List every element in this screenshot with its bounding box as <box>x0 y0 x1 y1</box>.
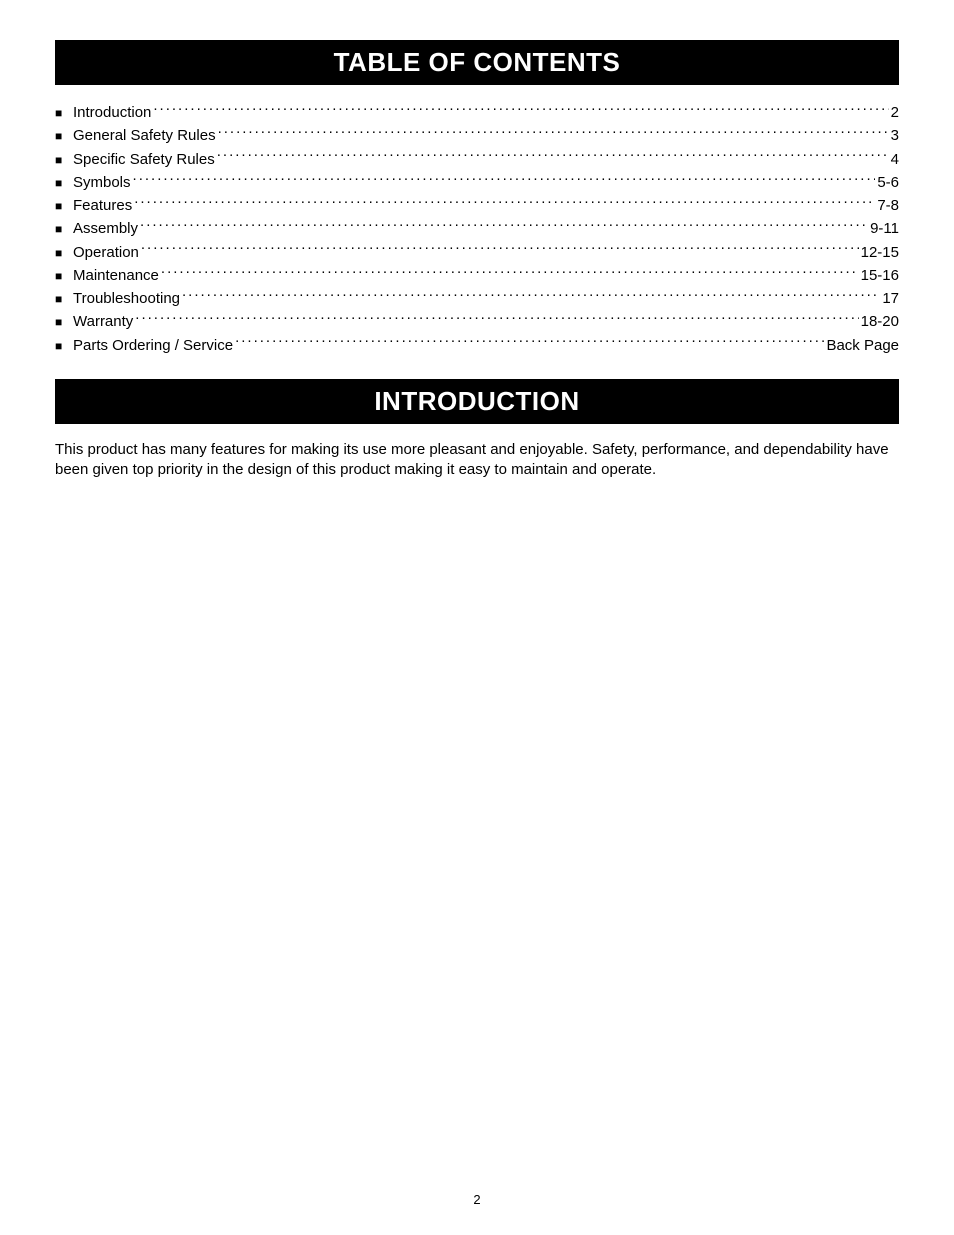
square-bullet-icon: ■ <box>55 267 73 286</box>
toc-page: 18-20 <box>861 310 899 333</box>
toc-item: ■ Specific Safety Rules 4 <box>55 148 899 171</box>
square-bullet-icon: ■ <box>55 290 73 309</box>
square-bullet-icon: ■ <box>55 220 73 239</box>
square-bullet-icon: ■ <box>55 197 73 216</box>
toc-header: TABLE OF CONTENTS <box>55 40 899 85</box>
toc-label: Features <box>73 194 132 217</box>
toc-page: 7-8 <box>877 194 899 217</box>
toc-page: 2 <box>891 101 899 124</box>
toc-page: Back Page <box>826 334 899 357</box>
toc-leader <box>141 242 859 257</box>
toc-label: Parts Ordering / Service <box>73 334 233 357</box>
toc-leader <box>140 218 868 233</box>
toc-label: Assembly <box>73 217 138 240</box>
toc-leader <box>134 195 875 210</box>
toc-leader <box>133 172 876 187</box>
toc-leader <box>153 102 888 117</box>
toc-page: 9-11 <box>870 217 899 240</box>
document-page: TABLE OF CONTENTS ■ Introduction 2 ■ Gen… <box>0 0 954 1235</box>
toc-label: Introduction <box>73 101 151 124</box>
toc-item: ■ Troubleshooting 17 <box>55 287 899 310</box>
toc-leader <box>182 288 880 303</box>
toc-item: ■ Assembly 9-11 <box>55 217 899 240</box>
toc-label: Symbols <box>73 171 131 194</box>
toc-page: 15-16 <box>861 264 899 287</box>
toc-page: 5-6 <box>877 171 899 194</box>
toc-leader <box>135 311 858 326</box>
square-bullet-icon: ■ <box>55 127 73 146</box>
toc-label: Warranty <box>73 310 133 333</box>
toc-page: 4 <box>891 148 899 171</box>
toc-item: ■ Maintenance 15-16 <box>55 264 899 287</box>
toc-label: General Safety Rules <box>73 124 216 147</box>
toc-item: ■ Warranty 18-20 <box>55 310 899 333</box>
page-number: 2 <box>0 1192 954 1207</box>
square-bullet-icon: ■ <box>55 313 73 332</box>
toc-item: ■ Introduction 2 <box>55 101 899 124</box>
toc-label: Operation <box>73 241 139 264</box>
intro-paragraph: This product has many features for makin… <box>55 440 899 481</box>
toc-item: ■ Operation 12-15 <box>55 241 899 264</box>
toc-page: 12-15 <box>861 241 899 264</box>
square-bullet-icon: ■ <box>55 174 73 193</box>
toc-leader <box>217 149 889 164</box>
square-bullet-icon: ■ <box>55 104 73 123</box>
square-bullet-icon: ■ <box>55 337 73 356</box>
square-bullet-icon: ■ <box>55 244 73 263</box>
toc-label: Troubleshooting <box>73 287 180 310</box>
toc-label: Maintenance <box>73 264 159 287</box>
toc-leader <box>161 265 859 280</box>
square-bullet-icon: ■ <box>55 151 73 170</box>
toc-label: Specific Safety Rules <box>73 148 215 171</box>
toc-leader <box>235 335 824 350</box>
toc-leader <box>218 125 889 140</box>
toc-list: ■ Introduction 2 ■ General Safety Rules … <box>55 101 899 357</box>
toc-item: ■ Features 7-8 <box>55 194 899 217</box>
toc-item: ■ General Safety Rules 3 <box>55 124 899 147</box>
toc-page: 17 <box>882 287 899 310</box>
toc-page: 3 <box>891 124 899 147</box>
toc-item: ■ Symbols 5-6 <box>55 171 899 194</box>
intro-header: INTRODUCTION <box>55 379 899 424</box>
toc-item: ■ Parts Ordering / Service Back Page <box>55 334 899 357</box>
